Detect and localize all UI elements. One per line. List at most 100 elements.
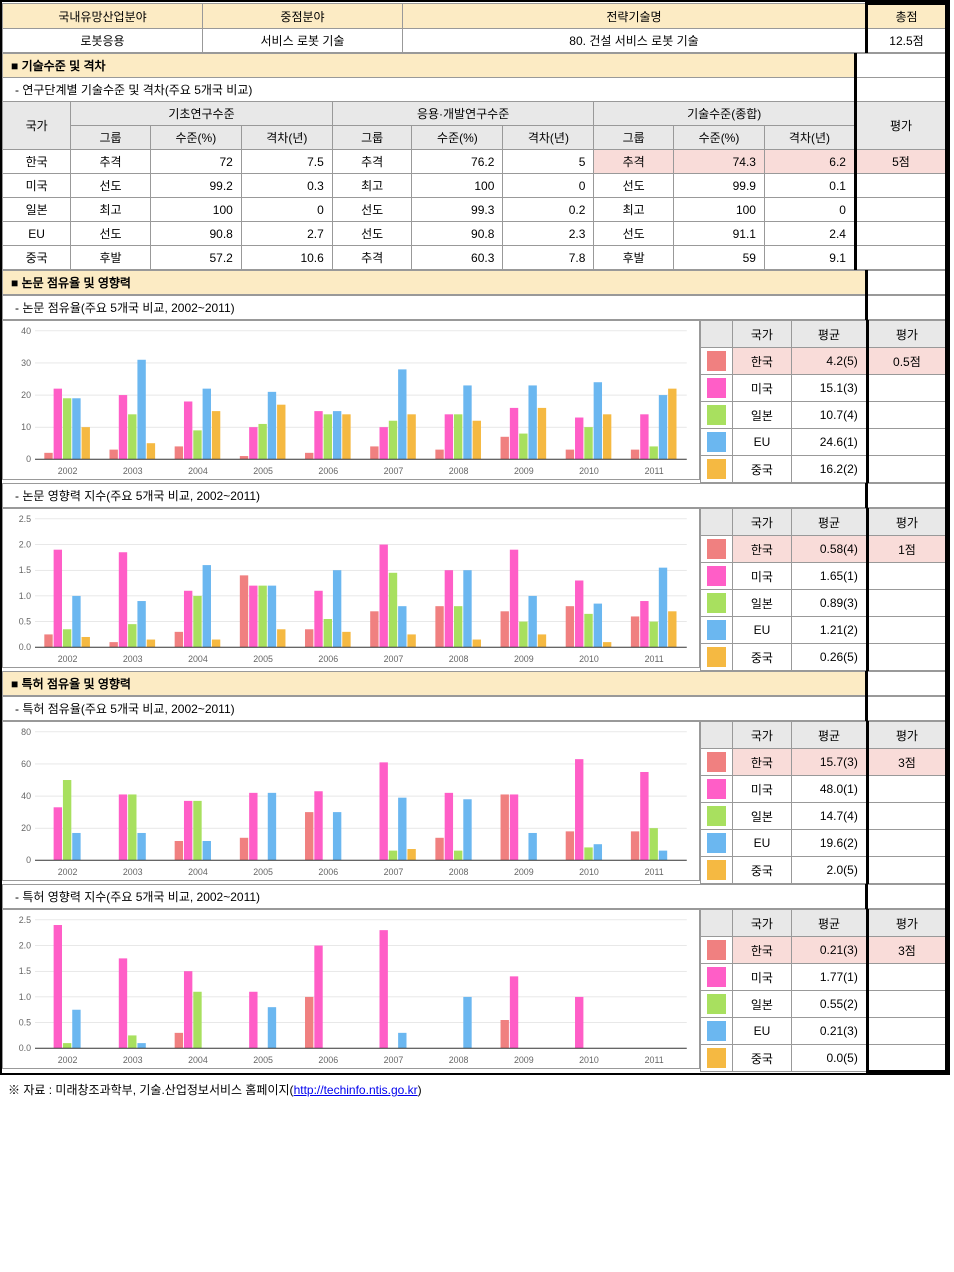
legend-area: 국가 평균 평가 한국 15.7(3) 3점 미국 48.0(1) 일본 14.… [700,721,948,884]
legend-avg: 0.58(4) [792,536,868,563]
svg-text:2004: 2004 [188,1055,208,1065]
svg-text:2002: 2002 [58,466,78,476]
hdr-col2-value: 서비스 로봇 기술 [203,29,403,53]
legend-color-hdr [701,509,733,536]
legend-avg: 16.2(2) [792,456,868,483]
svg-text:2004: 2004 [188,654,208,664]
section2-title-table: ■ 논문 점유율 및 영향력 [2,270,948,295]
legend-avg: 0.21(3) [792,937,868,964]
legend-color [701,964,733,991]
legend-color [701,402,733,429]
legend-country-hdr: 국가 [732,722,792,749]
legend-avg: 1.77(1) [792,964,868,991]
svg-text:2010: 2010 [579,466,599,476]
legend-avg: 2.0(5) [792,857,868,884]
legend-color [701,991,733,1018]
chart-svg: 0.00.51.01.52.02.52002200320042005200620… [3,509,699,667]
footnote-suffix: ) [418,1083,422,1097]
row-ogap: 6.2 [764,150,855,174]
row-eval [855,174,946,198]
empty-cell [867,296,947,320]
legend-area: 국가 평균 평가 한국 0.58(4) 1점 미국 1.65(1) 일본 0.8… [700,508,948,671]
legend-eval [867,590,946,617]
svg-text:2.5: 2.5 [19,915,31,925]
legend-color [701,1018,733,1045]
svg-text:2010: 2010 [579,867,599,877]
legend-country: 미국 [732,375,791,402]
legend-eval [867,375,946,402]
svg-text:2010: 2010 [579,1055,599,1065]
legend-avg: 0.21(3) [792,1018,868,1045]
legend-color-hdr [701,722,733,749]
svg-text:2006: 2006 [318,654,338,664]
section1-title: ■ 기술수준 및 격차 [3,54,856,78]
legend-eval [867,456,946,483]
legend-country: 한국 [732,348,791,375]
legend-avg: 15.7(3) [792,749,868,776]
legend-country: EU [732,617,792,644]
legend-avg: 24.6(1) [792,429,868,456]
row-country: 미국 [3,174,71,198]
row-agap: 5 [503,150,594,174]
legend-country: 한국 [732,749,792,776]
legend-country: EU [732,830,792,857]
legend-color [701,375,733,402]
legend-avg: 0.26(5) [792,644,868,671]
chart-subtitle: - 특허 점유율(주요 5개국 비교, 2002~2011) [3,697,867,721]
col-group: 그룹 [71,126,151,150]
svg-text:40: 40 [21,326,31,336]
chart-row: 0204060802002200320042005200620072008200… [2,721,948,884]
chart-row: 0.00.51.01.52.02.52002200320042005200620… [2,909,948,1073]
section3-title: ■ 특허 점유율 및 영향력 [3,672,867,696]
col-level: 수준(%) [412,126,503,150]
svg-text:2004: 2004 [188,867,208,877]
col-group: 그룹 [594,126,674,150]
legend-country: 중국 [732,456,791,483]
svg-text:2009: 2009 [514,654,534,664]
section2-title: ■ 논문 점유율 및 영향력 [3,271,867,295]
svg-text:2006: 2006 [318,1055,338,1065]
row-ogap: 2.4 [764,222,855,246]
col-level: 수준(%) [150,126,241,150]
row-ol: 59 [674,246,765,270]
legend-eval [867,1045,946,1072]
hdr-col3-value: 80. 건설 서비스 로봇 기술 [403,29,867,53]
svg-text:1.5: 1.5 [19,966,31,976]
legend-avg: 4.2(5) [792,348,868,375]
empty-cell [867,271,947,295]
row-bgap: 0.3 [241,174,332,198]
legend-avg: 15.1(3) [792,375,868,402]
chart-area: 0102030402002200320042005200620072008200… [2,320,700,480]
row-bg: 선도 [71,174,151,198]
chart-row: 0.00.51.01.52.02.52002200320042005200620… [2,508,948,671]
svg-text:2002: 2002 [58,867,78,877]
svg-text:20: 20 [21,390,31,400]
svg-text:2007: 2007 [384,867,404,877]
legend-color [701,857,733,884]
row-bg: 최고 [71,198,151,222]
row-eval: 5점 [855,150,946,174]
row-ag: 최고 [332,174,412,198]
row-ag: 추격 [332,150,412,174]
footnote-link[interactable]: http://techinfo.ntis.go.kr [294,1083,418,1097]
row-ol: 99.9 [674,174,765,198]
legend-avg-hdr: 평균 [792,509,868,536]
empty-cell [855,78,946,102]
svg-text:0.0: 0.0 [19,642,31,652]
svg-text:2002: 2002 [58,654,78,664]
row-og: 선도 [594,174,674,198]
legend-avg: 0.89(3) [792,590,868,617]
row-ol: 91.1 [674,222,765,246]
svg-text:2011: 2011 [645,867,664,877]
legend-color-hdr [701,321,733,348]
svg-text:2005: 2005 [253,466,273,476]
svg-text:2008: 2008 [449,1055,469,1065]
svg-text:0: 0 [26,855,31,865]
row-country: 중국 [3,246,71,270]
chart-subtitle: - 논문 점유율(주요 5개국 비교, 2002~2011) [3,296,867,320]
empty-cell [867,697,947,721]
legend-area: 국가 평균 평가 한국 4.2(5) 0.5점 미국 15.1(3) 일본 10… [700,320,948,483]
legend-country: 한국 [732,937,792,964]
legend-country: 한국 [732,536,792,563]
legend-area: 국가 평균 평가 한국 0.21(3) 3점 미국 1.77(1) 일본 0.5… [700,909,948,1073]
